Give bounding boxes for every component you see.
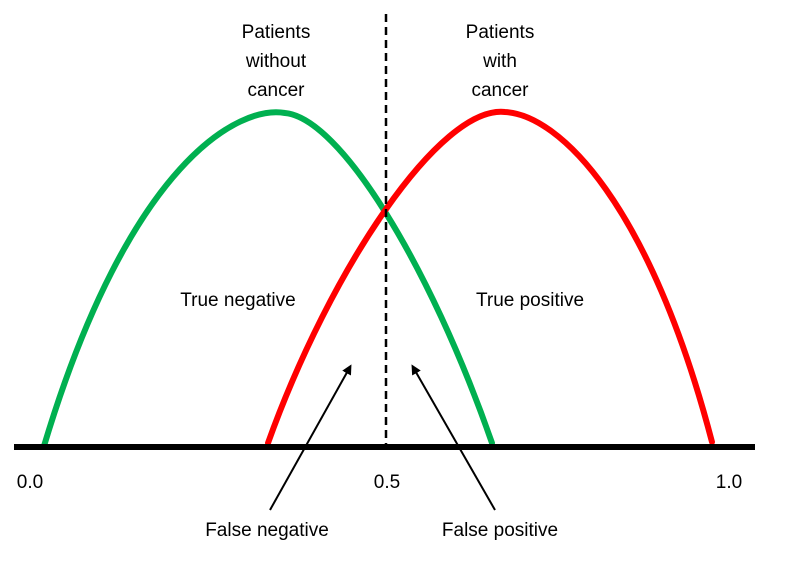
without-cancer-curve (41, 109, 495, 449)
false-positive-label: False positive (442, 520, 558, 541)
axis-tick-end: 1.0 (716, 472, 742, 493)
without-cancer-label-line-3: cancer (247, 80, 305, 101)
without-cancer-label-line-1: Patients (242, 22, 311, 43)
with-cancer-label-line-2: with (482, 51, 517, 72)
false-negative-arrow (269, 364, 352, 511)
with-cancer-label-line-3: cancer (471, 80, 529, 101)
with-cancer-curve (265, 108, 715, 446)
axis-tick-mid: 0.5 (374, 472, 400, 493)
axis-tick-start: 0.0 (17, 472, 43, 493)
false-negative-label: False negative (205, 520, 329, 541)
true-negative-label: True negative (180, 290, 295, 311)
true-positive-label: True positive (476, 290, 584, 311)
false-positive-arrow (411, 364, 496, 511)
with-cancer-label-line-1: Patients (466, 22, 535, 43)
without-cancer-label-line-2: without (245, 51, 307, 72)
